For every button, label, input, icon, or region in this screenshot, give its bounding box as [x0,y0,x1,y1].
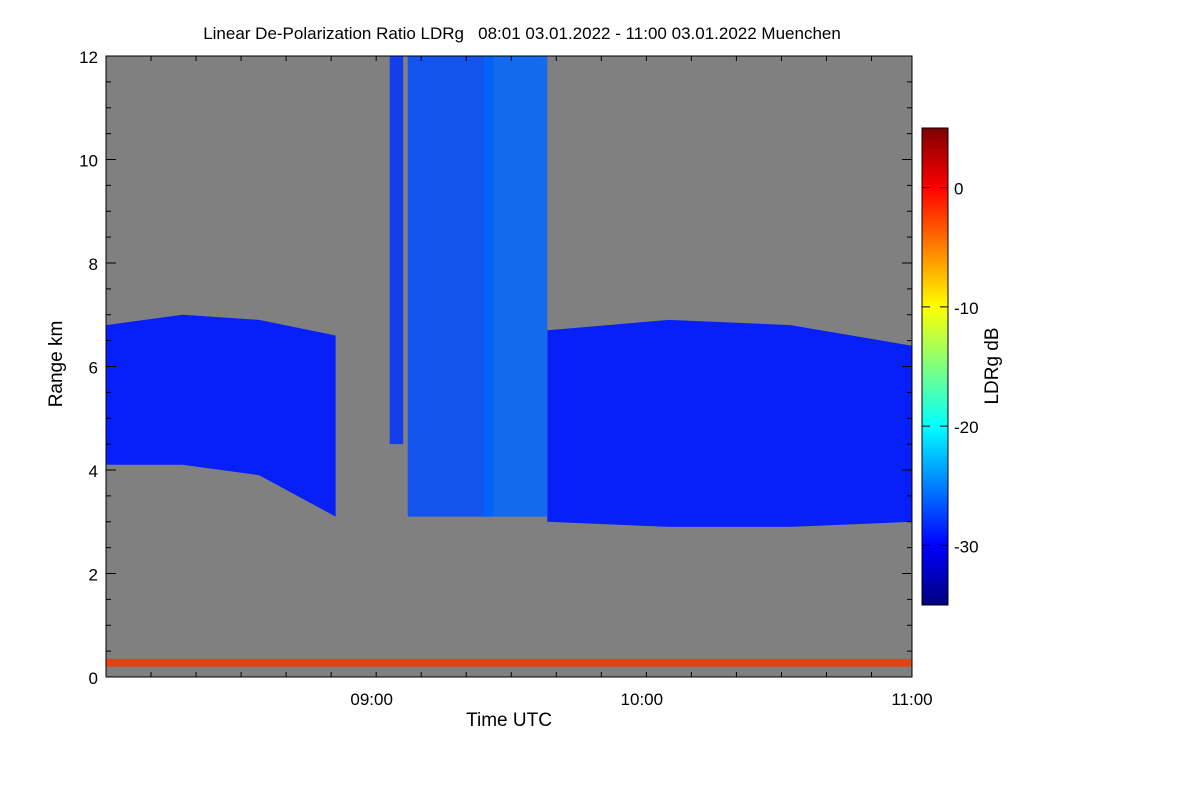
x-tick-label: 09:00 [350,690,393,709]
x-axis-ticks: 09:00 10:00 11:00 [105,56,933,709]
fall-streak-3 [407,56,494,517]
colorbar-ticks: 0 -10 -20 -30 [922,180,979,556]
chart-title: Linear De-Polarization Ratio LDRg 08:01 … [203,24,841,43]
y-tick-label: 10 [79,152,98,171]
y-tick-label: 12 [79,48,98,67]
y-axis-label: Range km [46,321,67,408]
cloud-layers [106,56,912,667]
colorbar-label: LDRg dB [982,327,1003,404]
colorbar-tick-label: -20 [954,418,979,437]
near-surface-aerosol-5 [106,658,912,667]
y-tick-label: 6 [89,359,98,378]
x-axis-label: Time UTC [466,710,552,731]
x-tick-label: 11:00 [891,690,932,709]
colorbar-tick-label: -30 [954,537,979,556]
y-tick-label: 0 [89,669,98,688]
y-tick-label: 8 [89,255,98,274]
y-tick-label: 4 [89,462,98,481]
fall-streak-4 [484,56,548,517]
cloud-layer-1 [547,319,912,527]
y-axis-ticks: 0 2 4 6 8 10 12 [79,48,912,688]
colorbar [921,127,949,606]
x-tick-label: 10:00 [621,690,664,709]
colorbar-tick-label: -10 [954,299,979,318]
fall-streak-2 [389,56,404,445]
y-tick-label: 2 [89,566,98,585]
colorbar-tick-label: 0 [954,180,963,199]
cloud-layer-0 [106,314,336,517]
